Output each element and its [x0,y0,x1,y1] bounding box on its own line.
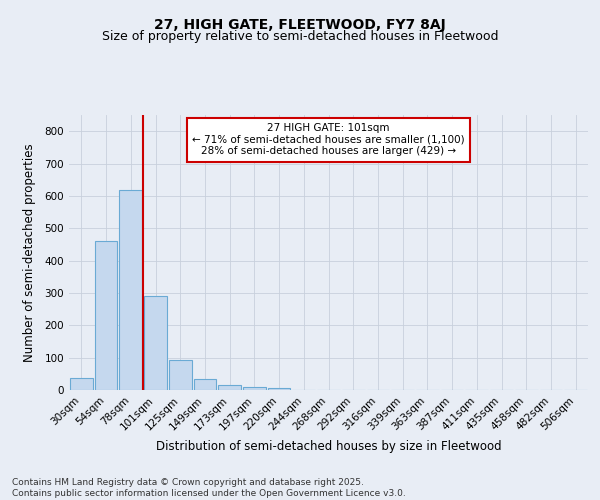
Text: Size of property relative to semi-detached houses in Fleetwood: Size of property relative to semi-detach… [102,30,498,43]
Bar [144,296,167,390]
Bar [243,387,266,390]
X-axis label: Distribution of semi-detached houses by size in Fleetwood: Distribution of semi-detached houses by … [155,440,502,453]
Bar [218,385,241,390]
Bar [119,190,142,390]
Bar [70,378,93,390]
Bar [268,388,290,390]
Text: 27, HIGH GATE, FLEETWOOD, FY7 8AJ: 27, HIGH GATE, FLEETWOOD, FY7 8AJ [154,18,446,32]
Bar [169,360,191,390]
Bar [95,241,118,390]
Text: 27 HIGH GATE: 101sqm
← 71% of semi-detached houses are smaller (1,100)
28% of se: 27 HIGH GATE: 101sqm ← 71% of semi-detac… [192,123,465,156]
Text: Contains HM Land Registry data © Crown copyright and database right 2025.
Contai: Contains HM Land Registry data © Crown c… [12,478,406,498]
Bar [194,380,216,390]
Y-axis label: Number of semi-detached properties: Number of semi-detached properties [23,143,36,362]
